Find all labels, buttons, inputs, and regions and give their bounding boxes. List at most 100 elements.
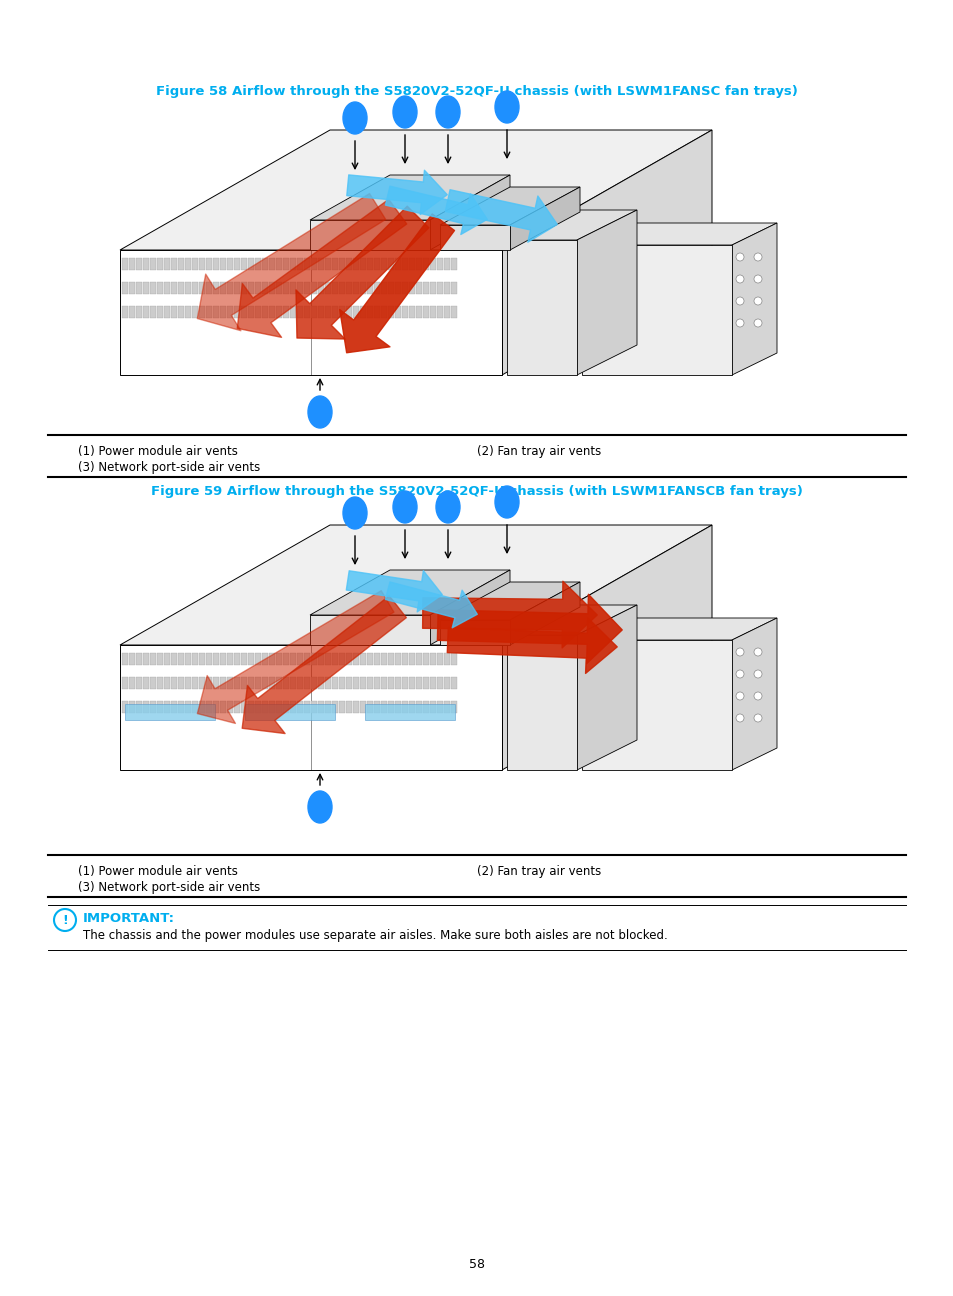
Bar xyxy=(164,258,170,270)
Circle shape xyxy=(735,253,743,260)
Bar xyxy=(430,653,436,665)
Circle shape xyxy=(753,275,761,283)
Polygon shape xyxy=(506,240,577,375)
Bar xyxy=(248,677,253,689)
Bar xyxy=(150,258,156,270)
FancyArrowPatch shape xyxy=(445,189,557,242)
Bar xyxy=(430,306,436,318)
Bar xyxy=(157,306,163,318)
Polygon shape xyxy=(506,210,637,240)
Bar xyxy=(409,653,415,665)
Bar xyxy=(395,701,400,713)
FancyArrowPatch shape xyxy=(385,582,476,627)
Bar xyxy=(422,653,429,665)
Bar xyxy=(227,701,233,713)
Bar xyxy=(409,701,415,713)
FancyArrowPatch shape xyxy=(436,595,621,664)
Bar xyxy=(409,306,415,318)
Bar xyxy=(254,258,261,270)
Bar xyxy=(332,653,337,665)
Bar xyxy=(296,258,303,270)
Bar xyxy=(353,283,358,294)
Bar xyxy=(227,653,233,665)
Bar xyxy=(241,258,247,270)
Bar xyxy=(380,306,387,318)
Bar xyxy=(416,653,421,665)
Bar xyxy=(422,258,429,270)
Bar xyxy=(254,306,261,318)
Ellipse shape xyxy=(495,91,518,123)
Bar xyxy=(325,258,331,270)
Bar xyxy=(304,283,310,294)
Circle shape xyxy=(735,648,743,656)
Bar xyxy=(199,306,205,318)
Bar xyxy=(409,677,415,689)
Text: Figure 58 Airflow through the S5820V2-52QF-U chassis (with LSWM1FANSC fan trays): Figure 58 Airflow through the S5820V2-52… xyxy=(156,86,797,98)
FancyArrowPatch shape xyxy=(197,591,394,723)
Bar xyxy=(416,283,421,294)
Bar xyxy=(332,306,337,318)
Bar xyxy=(338,677,345,689)
Bar xyxy=(122,306,128,318)
Bar xyxy=(332,283,337,294)
Polygon shape xyxy=(577,605,637,770)
Text: IMPORTANT:: IMPORTANT: xyxy=(83,911,174,924)
Bar xyxy=(262,653,268,665)
Bar xyxy=(227,258,233,270)
Bar xyxy=(359,677,366,689)
Bar xyxy=(311,677,316,689)
Bar xyxy=(346,653,352,665)
Circle shape xyxy=(753,670,761,678)
Bar xyxy=(275,306,282,318)
Bar xyxy=(311,306,316,318)
Bar xyxy=(311,283,316,294)
Bar xyxy=(171,306,177,318)
Bar xyxy=(296,677,303,689)
Bar xyxy=(233,258,240,270)
Bar xyxy=(220,258,226,270)
Bar xyxy=(359,306,366,318)
Bar xyxy=(269,677,274,689)
Circle shape xyxy=(735,692,743,700)
Bar xyxy=(443,306,450,318)
Polygon shape xyxy=(120,525,711,645)
Bar xyxy=(122,677,128,689)
Bar xyxy=(269,283,274,294)
Ellipse shape xyxy=(343,496,367,529)
Bar xyxy=(346,306,352,318)
Bar xyxy=(443,258,450,270)
Bar xyxy=(275,258,282,270)
Bar xyxy=(374,653,379,665)
Bar xyxy=(129,701,135,713)
Bar xyxy=(245,704,335,721)
Bar xyxy=(136,306,142,318)
Bar xyxy=(436,283,442,294)
Bar xyxy=(213,258,219,270)
Circle shape xyxy=(54,908,76,931)
Bar xyxy=(143,258,149,270)
Bar xyxy=(367,306,373,318)
Bar xyxy=(283,306,289,318)
Bar xyxy=(171,653,177,665)
Bar xyxy=(143,306,149,318)
Bar xyxy=(388,258,394,270)
Bar xyxy=(206,258,212,270)
Bar xyxy=(359,283,366,294)
Bar xyxy=(409,283,415,294)
Bar xyxy=(227,283,233,294)
FancyArrowPatch shape xyxy=(346,570,442,612)
Bar xyxy=(206,701,212,713)
Polygon shape xyxy=(310,570,510,616)
Bar xyxy=(220,701,226,713)
Polygon shape xyxy=(581,640,731,770)
Bar xyxy=(325,677,331,689)
Bar xyxy=(367,258,373,270)
FancyArrowPatch shape xyxy=(422,581,597,648)
Bar xyxy=(233,701,240,713)
Circle shape xyxy=(735,670,743,678)
Bar xyxy=(395,283,400,294)
Bar xyxy=(395,653,400,665)
Bar xyxy=(374,258,379,270)
Bar xyxy=(164,701,170,713)
Bar xyxy=(443,677,450,689)
